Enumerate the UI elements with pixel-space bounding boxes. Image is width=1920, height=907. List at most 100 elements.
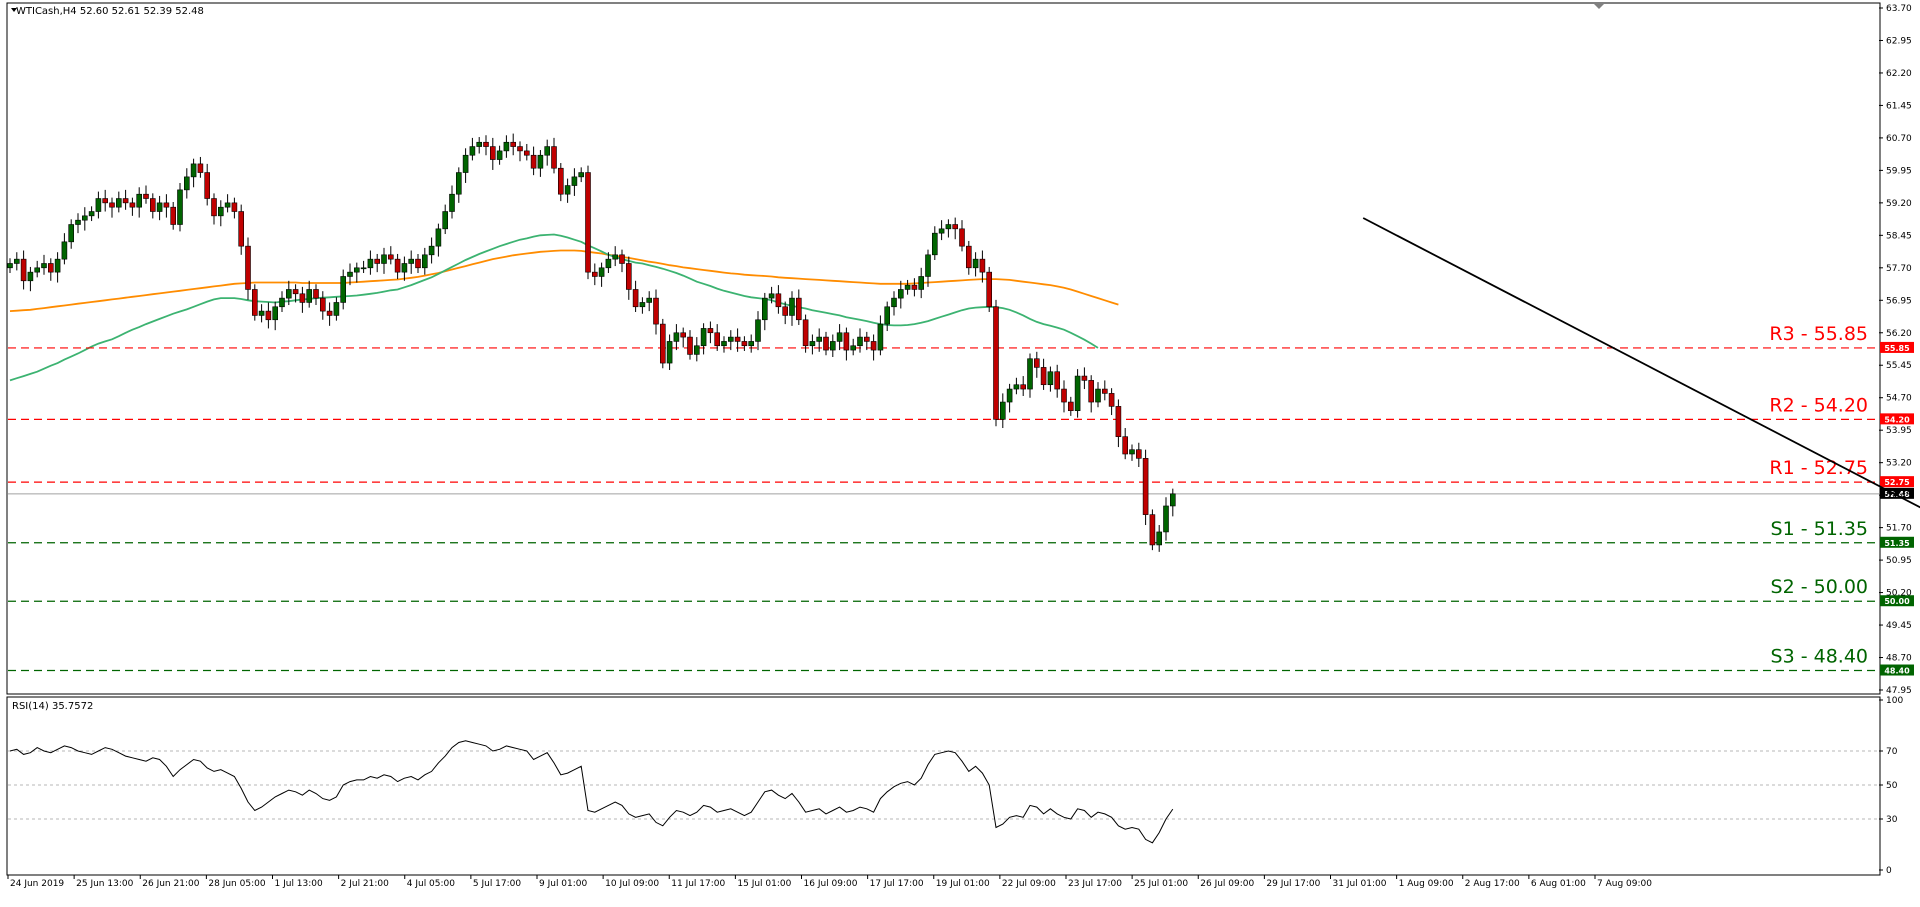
candle <box>265 302 272 329</box>
candle <box>612 246 619 267</box>
candle <box>870 334 877 361</box>
candle-body <box>727 336 734 342</box>
candle <box>41 254 47 275</box>
candle-body <box>1149 514 1156 546</box>
candle-body <box>761 297 768 321</box>
candle <box>619 249 625 273</box>
candle-body <box>1040 367 1047 386</box>
header-collapse-icon[interactable] <box>11 8 17 12</box>
candle <box>82 207 88 231</box>
time-tick-label: 19 Jul 01:00 <box>936 879 990 889</box>
candle <box>965 240 972 275</box>
rsi-tick-label: 50 <box>1886 781 1898 791</box>
candle <box>972 252 979 277</box>
candle-body <box>537 154 544 169</box>
price-tick-label: 49.45 <box>1886 621 1912 631</box>
candle-body <box>285 289 292 299</box>
candle-body <box>75 219 81 225</box>
candle <box>836 324 843 351</box>
candle <box>673 324 680 351</box>
candle <box>211 193 217 225</box>
candle-body <box>503 141 510 152</box>
candle-body <box>897 289 904 299</box>
candle-body <box>1013 384 1020 390</box>
candle-body <box>571 176 578 186</box>
candle <box>687 330 693 360</box>
candle <box>755 311 761 351</box>
time-tick-label: 17 Jul 17:00 <box>870 879 924 889</box>
candle <box>646 291 653 312</box>
candle <box>231 197 238 219</box>
candle-body <box>238 211 244 247</box>
candle-body <box>884 306 891 325</box>
candle-body <box>530 154 537 169</box>
candle-body <box>109 202 115 208</box>
candle <box>1156 525 1162 552</box>
candle-body <box>959 228 965 247</box>
candle-body <box>252 289 258 316</box>
candle-body <box>986 271 993 308</box>
candle-body <box>150 198 156 212</box>
candle <box>748 334 755 353</box>
candle-body <box>455 172 462 195</box>
candle <box>156 195 163 221</box>
candle-body <box>387 254 394 260</box>
candle <box>557 163 564 202</box>
candle-body <box>904 284 911 290</box>
candle-body <box>850 345 857 351</box>
candle <box>809 334 816 355</box>
candle-body <box>170 206 176 225</box>
candle <box>421 247 428 275</box>
candle-body <box>918 276 925 290</box>
candle-body <box>1020 384 1027 390</box>
candle-body <box>1163 505 1169 533</box>
candle <box>102 189 108 212</box>
candle-body <box>802 319 809 347</box>
candle-body <box>1122 436 1128 455</box>
candle <box>449 185 455 219</box>
symbol-header: WTICash,H4 52.60 52.61 52.39 52.48 <box>16 6 204 17</box>
time-tick-label: 1 Jul 13:00 <box>275 879 324 889</box>
candle-body <box>782 306 789 316</box>
candle <box>442 204 449 235</box>
candle <box>693 337 700 362</box>
current-price-text: 52.48 <box>1884 490 1910 499</box>
candle <box>761 292 768 331</box>
candle-body <box>306 289 313 303</box>
candle-body <box>20 258 27 282</box>
candle-body <box>1170 493 1176 507</box>
candle-body <box>1006 388 1013 403</box>
time-tick-label: 16 Jul 09:00 <box>804 879 858 889</box>
candle <box>184 168 190 199</box>
candle <box>177 182 183 232</box>
candle <box>510 133 517 156</box>
candle-body <box>211 198 217 217</box>
candle-body <box>551 146 557 169</box>
candle <box>789 291 795 326</box>
candle <box>34 260 41 278</box>
candle-body <box>734 336 741 342</box>
candle-body <box>421 254 428 269</box>
candle-body <box>14 258 20 264</box>
price-tick-label: 50.95 <box>1886 556 1912 566</box>
candle <box>347 263 353 286</box>
candle <box>544 139 551 166</box>
candle-body <box>564 185 571 195</box>
candle-body <box>265 310 272 321</box>
candle <box>564 178 571 203</box>
price-tick-label: 56.95 <box>1886 296 1912 306</box>
price-tick-label: 54.70 <box>1886 394 1912 404</box>
candle <box>891 291 897 316</box>
candle-body <box>279 297 285 308</box>
candle <box>408 250 415 274</box>
candle-body <box>1034 358 1040 368</box>
candle-body <box>673 332 680 342</box>
candle <box>1034 351 1040 378</box>
candle-body <box>489 146 496 160</box>
candle <box>986 266 993 312</box>
candle-body <box>1156 531 1162 546</box>
candle <box>95 191 102 219</box>
candle <box>918 267 925 299</box>
candle <box>993 299 999 427</box>
candle <box>938 220 945 241</box>
